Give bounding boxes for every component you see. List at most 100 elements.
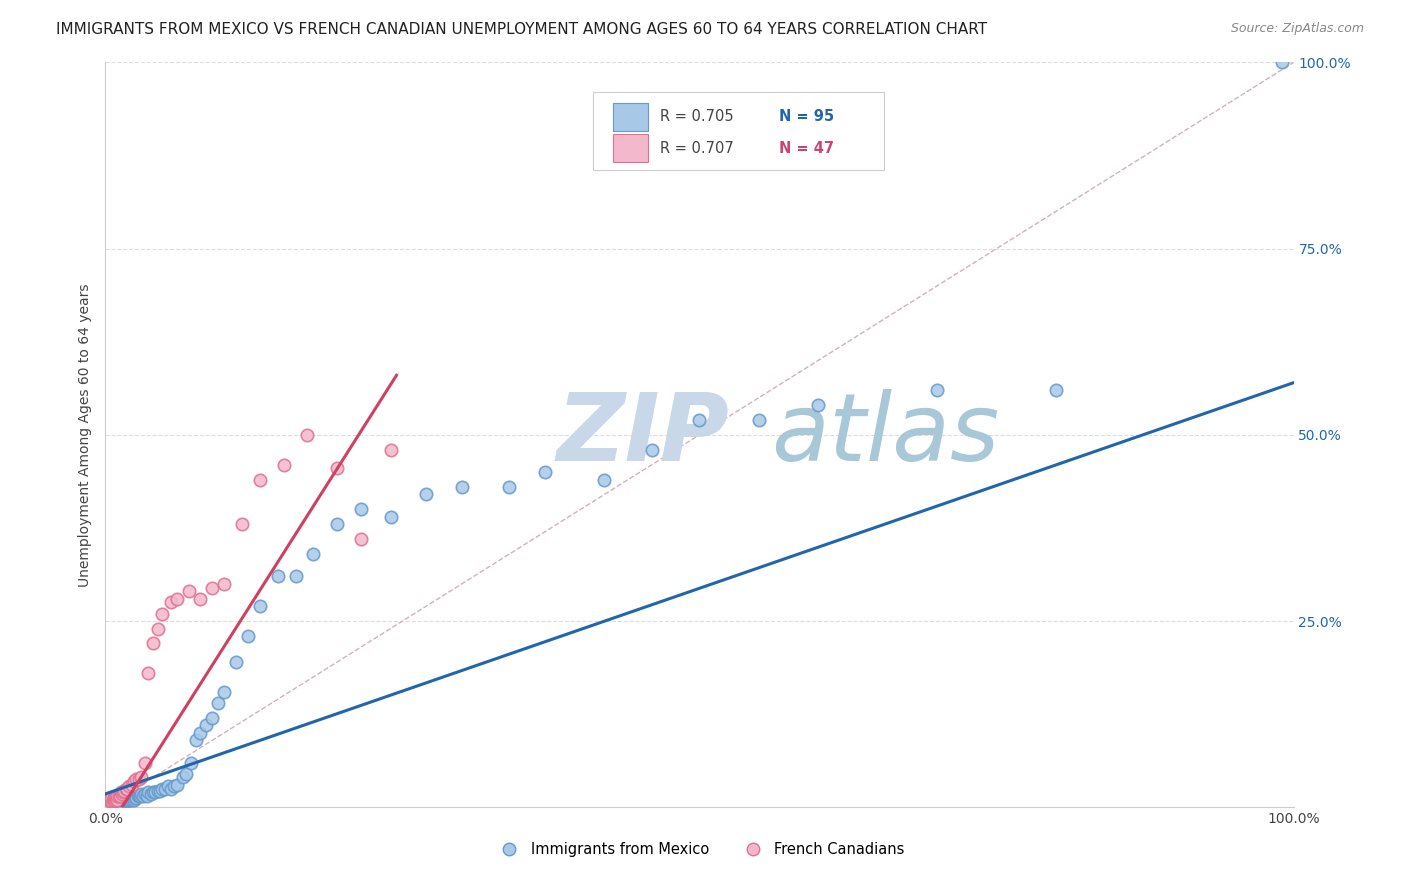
Y-axis label: Unemployment Among Ages 60 to 64 years: Unemployment Among Ages 60 to 64 years — [79, 283, 93, 587]
Point — [96, 797, 118, 811]
Point — [105, 794, 128, 808]
Point — [105, 794, 128, 808]
Point — [100, 793, 122, 807]
Point — [132, 789, 155, 803]
Point — [105, 797, 128, 811]
Point — [136, 789, 159, 803]
Point — [115, 791, 138, 805]
Point — [122, 793, 145, 807]
Point — [201, 711, 224, 725]
Text: IMMIGRANTS FROM MEXICO VS FRENCH CANADIAN UNEMPLOYMENT AMONG AGES 60 TO 64 YEARS: IMMIGRANTS FROM MEXICO VS FRENCH CANADIA… — [56, 22, 987, 37]
Point — [129, 787, 152, 801]
Point — [129, 771, 152, 785]
Point — [134, 756, 156, 770]
Point — [128, 789, 150, 803]
Point — [124, 791, 146, 805]
Point — [134, 787, 156, 801]
Point — [1045, 383, 1067, 397]
Point — [97, 797, 120, 811]
Point — [100, 797, 122, 811]
Point — [641, 442, 664, 457]
Text: Source: ZipAtlas.com: Source: ZipAtlas.com — [1230, 22, 1364, 36]
Point — [105, 791, 128, 805]
Point — [190, 591, 212, 606]
Point — [115, 781, 138, 796]
Point — [159, 781, 181, 796]
Point — [103, 794, 125, 808]
Point — [110, 794, 132, 808]
Point — [100, 791, 122, 805]
Point — [249, 599, 271, 614]
Point — [96, 797, 118, 811]
Point — [122, 774, 145, 789]
Point — [146, 784, 169, 798]
Point — [104, 793, 127, 807]
Point — [231, 517, 253, 532]
Point — [201, 581, 224, 595]
Point — [105, 793, 128, 807]
Point — [273, 458, 295, 472]
Point — [114, 794, 136, 808]
Point — [101, 793, 124, 807]
Point — [97, 794, 120, 808]
Point — [105, 793, 128, 807]
Point — [1271, 55, 1294, 70]
Text: N = 47: N = 47 — [779, 141, 834, 155]
Point — [136, 666, 159, 681]
Point — [121, 793, 143, 807]
Point — [195, 718, 218, 732]
Point — [225, 655, 247, 669]
Point — [136, 785, 159, 799]
Point — [157, 780, 180, 794]
Point — [107, 789, 129, 803]
Point — [174, 766, 197, 780]
Point — [121, 778, 143, 792]
Point — [159, 595, 181, 609]
Point — [114, 791, 136, 805]
Point — [236, 629, 259, 643]
Point — [114, 793, 136, 807]
Point — [104, 793, 127, 807]
Point — [125, 791, 148, 805]
Point — [121, 791, 143, 805]
Point — [284, 569, 307, 583]
Point — [100, 794, 122, 808]
Text: N = 95: N = 95 — [779, 110, 834, 124]
Point — [108, 789, 131, 803]
Point — [326, 517, 349, 532]
Point — [112, 793, 135, 807]
Point — [166, 591, 188, 606]
Point — [214, 685, 236, 699]
Point — [146, 622, 169, 636]
Point — [207, 696, 229, 710]
Point — [111, 787, 134, 801]
Point — [415, 487, 437, 501]
Point — [302, 547, 325, 561]
Point — [326, 461, 349, 475]
Point — [110, 785, 132, 799]
Point — [101, 793, 124, 807]
Point — [105, 789, 128, 803]
Point — [118, 780, 141, 794]
Point — [101, 794, 124, 808]
Point — [177, 584, 200, 599]
Point — [593, 473, 616, 487]
FancyBboxPatch shape — [592, 92, 883, 170]
FancyBboxPatch shape — [613, 103, 648, 131]
Point — [380, 509, 402, 524]
Point — [107, 797, 129, 811]
Point — [350, 502, 373, 516]
Point — [98, 793, 121, 807]
Point — [105, 797, 128, 811]
Point — [111, 794, 134, 808]
Point — [104, 789, 127, 803]
Point — [139, 787, 162, 801]
Point — [163, 780, 186, 794]
Point — [128, 772, 150, 786]
Point — [97, 794, 120, 808]
Point — [925, 383, 948, 397]
Text: R = 0.705: R = 0.705 — [661, 110, 734, 124]
Point — [127, 789, 149, 803]
Point — [98, 797, 121, 811]
Point — [184, 733, 207, 747]
